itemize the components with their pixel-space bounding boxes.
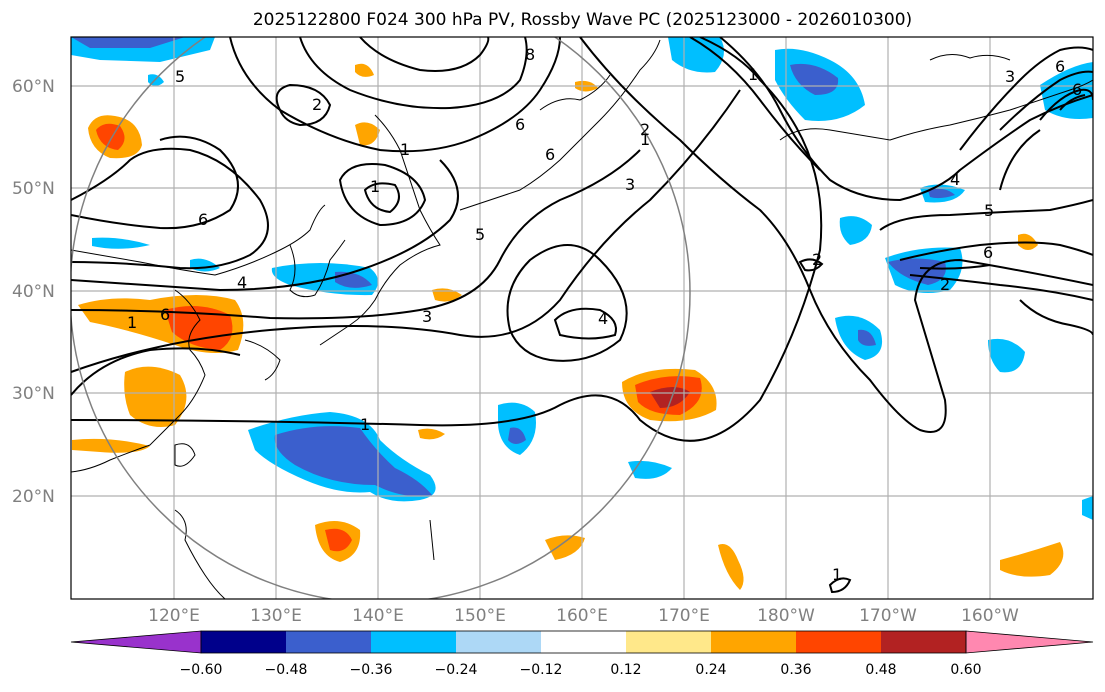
latitude-label: 30°N bbox=[12, 384, 55, 404]
positive-anomaly bbox=[545, 535, 585, 560]
positive-anomaly bbox=[432, 288, 462, 302]
colorbar-tick-label: 0.48 bbox=[865, 662, 897, 678]
negative-anomaly bbox=[92, 237, 150, 249]
contour-label: 6 bbox=[983, 243, 993, 262]
longitude-label: 180°W bbox=[757, 606, 815, 626]
contour-label: 6 bbox=[1055, 57, 1065, 76]
contour-label: 2 bbox=[640, 120, 650, 139]
positive-anomaly bbox=[418, 428, 445, 440]
map-border bbox=[70, 36, 1094, 600]
colorbar-right-extension bbox=[965, 630, 1094, 654]
contour-label: 6 bbox=[198, 210, 208, 229]
contour-label: 2 bbox=[812, 250, 822, 269]
longitude-label: 170°E bbox=[658, 606, 710, 626]
contour-label: 6 bbox=[160, 305, 170, 324]
positive-anomaly bbox=[325, 528, 352, 552]
positive-anomaly bbox=[96, 123, 125, 150]
colorbar-tick-label: −0.12 bbox=[519, 662, 563, 678]
positive-anomaly bbox=[165, 306, 233, 350]
negative-anomaly bbox=[858, 329, 876, 346]
negative-anomaly bbox=[274, 426, 432, 497]
positive-anomaly bbox=[650, 387, 690, 408]
colorbar-segment bbox=[456, 631, 541, 653]
contour-label: 1 bbox=[127, 313, 137, 332]
longitude-label: 160°W bbox=[961, 606, 1019, 626]
negative-anomaly bbox=[928, 188, 955, 199]
contour-label: 1 bbox=[400, 140, 410, 159]
latitude-label: 40°N bbox=[12, 282, 55, 302]
contour-label: 4 bbox=[950, 170, 960, 189]
positive-anomaly bbox=[124, 366, 187, 428]
contour-label: 5 bbox=[175, 67, 185, 86]
contour-label-group: 5 8 1 6 2 3 6 1 6 4 1 6 4 3 1 2 6 2 5 6 … bbox=[127, 45, 1082, 584]
colorbar-tick-label: 0.60 bbox=[950, 662, 982, 678]
latitude-label: 60°N bbox=[12, 77, 55, 97]
longitude-label: 170°W bbox=[859, 606, 917, 626]
negative-anomaly bbox=[988, 338, 1025, 373]
longitude-label: 130°E bbox=[250, 606, 302, 626]
contour-label: 6 bbox=[1072, 80, 1082, 99]
negative-anomaly bbox=[790, 63, 839, 95]
colorbar-tick-label: −0.36 bbox=[349, 662, 393, 678]
colorbar-segment bbox=[881, 631, 966, 653]
colorbar-tick-label: 0.36 bbox=[780, 662, 812, 678]
contour-label: 1 bbox=[640, 130, 650, 149]
contour-label: 2 bbox=[312, 95, 322, 114]
contour-label: 3 bbox=[625, 175, 635, 194]
latitude-label: 20°N bbox=[12, 487, 55, 507]
plot-title: 2025122800 F024 300 hPa PV, Rossby Wave … bbox=[252, 10, 913, 30]
longitude-label: 150°E bbox=[454, 606, 506, 626]
negative-anomaly bbox=[508, 427, 526, 444]
negative-anomaly bbox=[71, 37, 185, 48]
contour-label: 5 bbox=[984, 201, 994, 220]
contour-label: 1 bbox=[832, 565, 842, 584]
pv-contours bbox=[71, 37, 1093, 594]
coastlines bbox=[71, 39, 1093, 599]
colorbar-segment bbox=[541, 631, 626, 653]
colorbar-segment bbox=[371, 631, 456, 653]
positive-anomaly bbox=[718, 544, 744, 590]
contour-label: 4 bbox=[598, 309, 608, 328]
colorbar-segment bbox=[201, 631, 286, 653]
colorbar-segment bbox=[711, 631, 796, 653]
contour-label: 5 bbox=[475, 225, 485, 244]
colorbar-tick-label: 0.24 bbox=[695, 662, 727, 678]
great-circle bbox=[71, 37, 691, 599]
longitude-label: 120°E bbox=[148, 606, 200, 626]
contour-label: 3 bbox=[422, 307, 432, 326]
contour-label: 2 bbox=[940, 275, 950, 294]
colorbar-segment bbox=[286, 631, 371, 653]
positive-anomaly bbox=[355, 122, 380, 146]
colorbar-segment bbox=[626, 631, 711, 653]
latitude-label: 50°N bbox=[12, 179, 55, 199]
contour-label: 1 bbox=[748, 65, 758, 84]
colorbar-tick-label: 0.12 bbox=[610, 662, 642, 678]
contour-label: 8 bbox=[525, 45, 535, 64]
colorbar bbox=[70, 630, 1094, 654]
colorbar-tick-label: −0.24 bbox=[434, 662, 478, 678]
longitude-label: 140°E bbox=[352, 606, 404, 626]
contour-label: 4 bbox=[237, 273, 247, 292]
contour-label: 1 bbox=[370, 177, 380, 196]
negative-anomaly bbox=[668, 37, 724, 73]
contour-label: 1 bbox=[360, 415, 370, 434]
colorbar-tick-label: −0.60 bbox=[179, 662, 223, 678]
negative-anomaly bbox=[839, 216, 872, 245]
positive-anomaly bbox=[355, 63, 374, 77]
positive-anomaly bbox=[1000, 542, 1064, 577]
longitude-label: 160°E bbox=[556, 606, 608, 626]
contour-label: 6 bbox=[515, 115, 525, 134]
contour-label: 3 bbox=[1005, 67, 1015, 86]
colorbar-tick-label: −0.48 bbox=[264, 662, 308, 678]
negative-anomaly bbox=[888, 258, 946, 285]
colorbar-segment bbox=[796, 631, 881, 653]
contour-label: 6 bbox=[545, 145, 555, 164]
colorbar-left-extension bbox=[70, 630, 202, 654]
negative-anomaly bbox=[628, 460, 672, 479]
negative-anomaly bbox=[1082, 496, 1093, 520]
